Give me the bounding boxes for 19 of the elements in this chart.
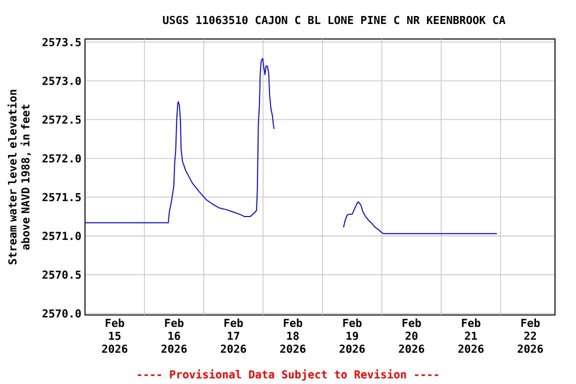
x-tick-label: Feb 17 2026 bbox=[220, 318, 246, 353]
y-axis-title: Stream water level elevation above NAVD 1988, in feet bbox=[8, 90, 31, 264]
x-tick-label: Feb 22 2026 bbox=[518, 318, 543, 353]
text: ---- Provisional Data Subject to Revision ---- bbox=[138, 369, 438, 381]
y-tick-label: 2573.0 bbox=[42, 76, 81, 86]
x-tick-label: Feb 15 2026 bbox=[102, 318, 128, 353]
x-tick-label: Feb 18 2026 bbox=[280, 318, 306, 353]
y-tick-label: 2572.0 bbox=[42, 154, 81, 163]
x-tick-label: Feb 19 2026 bbox=[340, 318, 365, 353]
x-tick-label: Feb 20 2026 bbox=[398, 318, 424, 353]
chart-title: USGS 11063510 CAJON C BL LONE PINE C NR KEENBROOK CA bbox=[163, 16, 506, 24]
x-tick-label: Feb 21 2026 bbox=[458, 318, 484, 353]
y-tick-label: 2573.5 bbox=[42, 38, 81, 46]
y-tick-label: 2570.5 bbox=[42, 270, 81, 279]
y-tick-label: 2570.0 bbox=[42, 309, 81, 318]
y-tick-label: 2571.0 bbox=[42, 232, 81, 240]
x-tick-label: Feb 16 2026 bbox=[161, 318, 187, 353]
y-tick-label: 2572.5 bbox=[42, 115, 81, 124]
y-tick-label: 2571.5 bbox=[42, 193, 81, 202]
